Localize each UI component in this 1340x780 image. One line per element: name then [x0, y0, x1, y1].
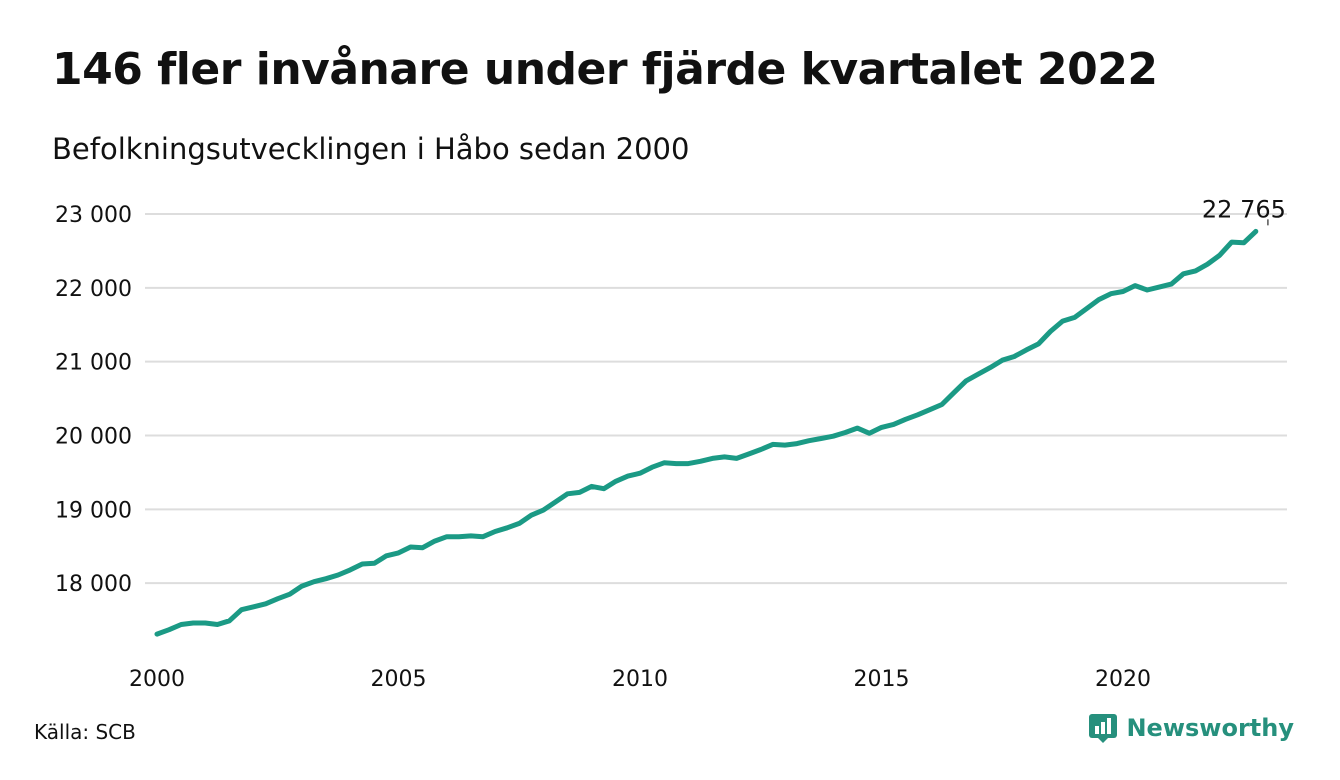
source-note: Källa: SCB — [34, 720, 136, 744]
brand-logo[interactable]: Newsworthy — [1088, 713, 1294, 743]
series-line — [154, 228, 1259, 637]
annotation-group: 22 765 — [1202, 195, 1286, 226]
chart-title: 146 fler invånare under fjärde kvartalet… — [52, 44, 1158, 95]
x-tick-label: 2010 — [612, 667, 668, 692]
series-group — [154, 228, 1259, 637]
brand-name: Newsworthy — [1126, 714, 1294, 742]
y-tick-label: 19 000 — [55, 498, 132, 523]
y-tick-label: 22 000 — [55, 277, 132, 302]
newsworthy-logo-icon — [1089, 714, 1118, 743]
chart-subtitle: Befolkningsutvecklingen i Håbo sedan 200… — [52, 132, 690, 166]
x-tick-label: 2015 — [854, 667, 910, 692]
annotation-label: 22 765 — [1202, 195, 1286, 223]
y-tick-label: 18 000 — [55, 572, 132, 597]
grid-lines — [145, 213, 1287, 585]
x-axis-tick-labels: 2000 2005 2010 2015 2020 — [129, 667, 1151, 692]
y-tick-label: 23 000 — [55, 203, 132, 228]
y-tick-label: 20 000 — [55, 425, 132, 450]
y-axis-tick-labels: 18 000 19 000 20 000 21 000 22 000 23 000 — [55, 203, 132, 597]
x-tick-label: 2005 — [371, 667, 427, 692]
x-tick-label: 2020 — [1095, 667, 1151, 692]
x-tick-label: 2000 — [129, 667, 185, 692]
y-tick-label: 21 000 — [55, 351, 132, 376]
